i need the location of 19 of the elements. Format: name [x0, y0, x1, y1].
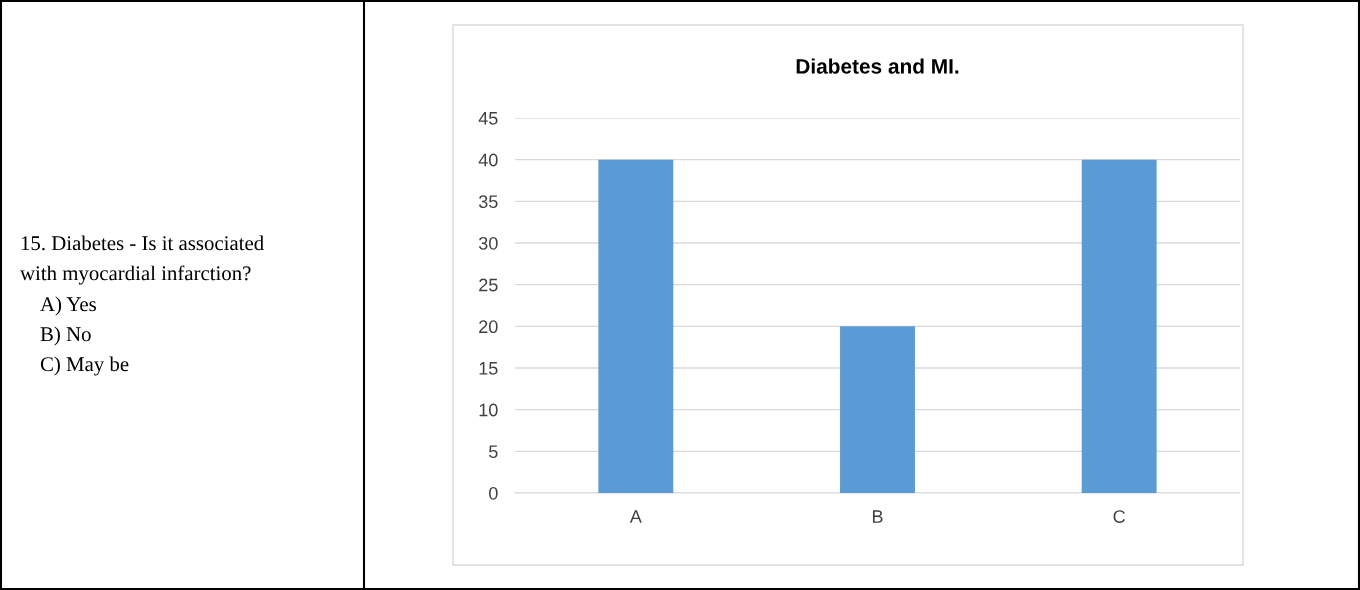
y-tick-label: 40	[478, 153, 498, 167]
text: with myocardial infarction?	[20, 265, 251, 285]
y-tick-label: 5	[489, 445, 498, 459]
y-tick-label: 25	[479, 278, 498, 292]
text: A) Yes	[40, 296, 96, 316]
x-tick-label: B	[872, 510, 883, 523]
y-tick-label: 0	[489, 486, 498, 500]
x-tick-label: A	[629, 510, 642, 523]
y-tick-label: 45	[478, 112, 498, 125]
chart-title: Diabetes and MI.	[796, 58, 959, 74]
y-tick-label: 35	[478, 195, 498, 209]
text: B) No	[40, 326, 91, 346]
y-tick-label: 20	[479, 320, 498, 334]
y-tick-label: 10	[479, 403, 498, 417]
text: C) May be	[40, 356, 129, 376]
text: 15. Diabetes - Is it associated	[21, 235, 264, 251]
y-tick-label: 30	[478, 236, 498, 250]
y-tick-label: 15	[479, 362, 498, 375]
x-tick-label: C	[1113, 510, 1125, 523]
